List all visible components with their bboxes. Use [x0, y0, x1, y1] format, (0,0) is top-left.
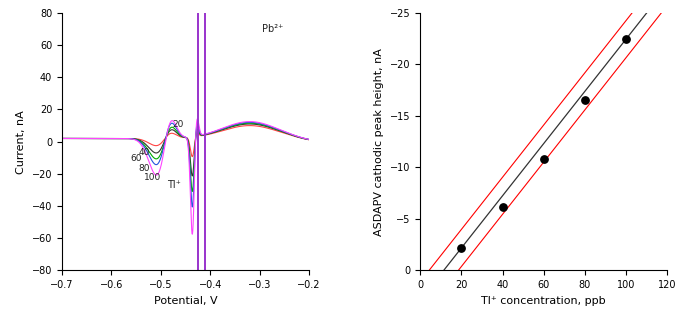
Point — [456, 245, 467, 251]
Text: 60: 60 — [130, 154, 142, 163]
Point — [538, 156, 549, 162]
Text: Tl⁺: Tl⁺ — [167, 180, 181, 190]
Text: 40: 40 — [138, 147, 150, 156]
Y-axis label: ASDAPV cathodic peak height, nA: ASDAPV cathodic peak height, nA — [374, 48, 385, 236]
Text: Pb²⁺: Pb²⁺ — [262, 24, 283, 34]
Point — [579, 98, 590, 103]
X-axis label: Tl⁺ concentration, ppb: Tl⁺ concentration, ppb — [482, 296, 606, 306]
Text: 100: 100 — [144, 173, 161, 182]
Point — [621, 36, 632, 41]
Text: 20: 20 — [172, 120, 184, 129]
Y-axis label: Current, nA: Current, nA — [16, 110, 26, 174]
X-axis label: Potential, V: Potential, V — [153, 296, 217, 306]
Point — [497, 204, 508, 209]
Text: 80: 80 — [138, 164, 150, 173]
